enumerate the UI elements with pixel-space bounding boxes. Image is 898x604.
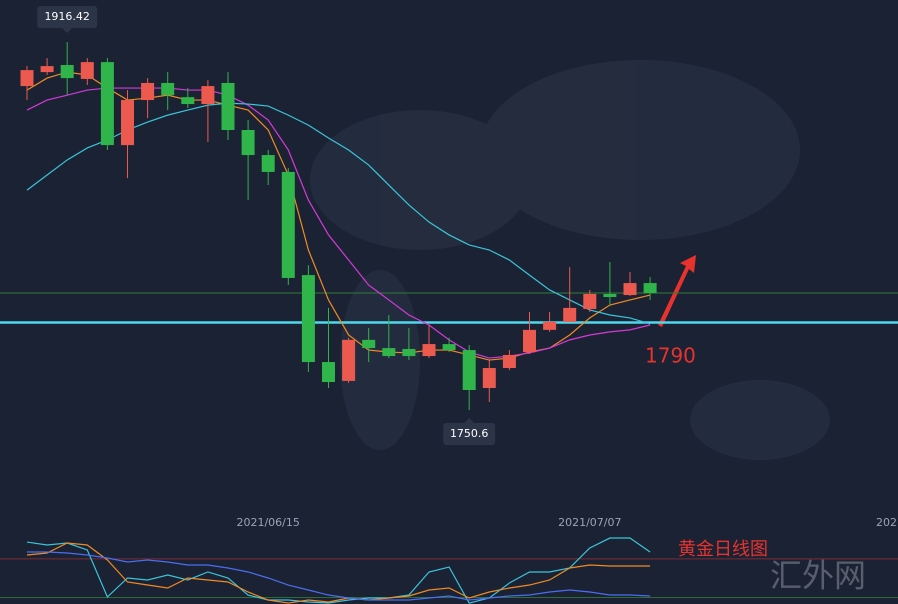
candle-body — [362, 339, 376, 349]
candle-body — [462, 350, 476, 390]
candle-body — [563, 307, 577, 322]
indicator-line — [26, 542, 651, 604]
candle-body — [583, 293, 597, 310]
candle-body — [502, 354, 516, 369]
candle-body — [181, 97, 195, 105]
x-tick-label: 2021/07/07 — [558, 516, 621, 529]
candle-body — [543, 321, 557, 330]
price-label-box — [443, 422, 496, 445]
map-texture — [310, 60, 830, 460]
candle-body — [322, 362, 335, 383]
candle-body — [60, 65, 74, 79]
candle-body — [20, 70, 34, 87]
candle-body — [523, 329, 536, 353]
indicator-line — [27, 551, 651, 601]
candle-body — [382, 348, 396, 357]
ma-line — [26, 87, 651, 359]
candle-body — [301, 275, 315, 363]
candle-body — [141, 82, 155, 101]
candle-body — [342, 339, 356, 381]
x-tick-label: 2021/06/15 — [236, 516, 299, 529]
candle-body — [402, 348, 416, 357]
panel-title: 黄金日线图 — [678, 539, 768, 560]
candle-body — [261, 155, 275, 172]
candle-body — [221, 82, 235, 130]
candle-body — [241, 130, 255, 156]
arrow — [658, 255, 696, 327]
watermark: 汇外网 — [770, 557, 866, 595]
price-label: 1750.6 — [450, 427, 489, 440]
candle-body — [161, 82, 175, 96]
candle-body — [100, 62, 114, 146]
candle-body — [281, 171, 295, 278]
candle-body — [121, 100, 134, 146]
level-label: 1790 — [645, 344, 696, 368]
candle-body — [643, 283, 657, 294]
candle-body — [623, 283, 637, 296]
candle-body — [482, 368, 496, 389]
x-tick-label: 202 — [876, 516, 897, 529]
price-label-pointer — [464, 417, 475, 423]
candle-body — [442, 344, 456, 351]
candle-body — [40, 66, 54, 73]
candle-body — [603, 293, 617, 298]
price-label-pointer — [62, 28, 73, 34]
price-label: 1916.42 — [44, 10, 90, 23]
indicator-line — [26, 537, 651, 604]
candle-body — [201, 86, 215, 105]
candle-body — [422, 344, 436, 357]
candle-body — [80, 62, 94, 79]
price-label-box — [37, 6, 98, 29]
